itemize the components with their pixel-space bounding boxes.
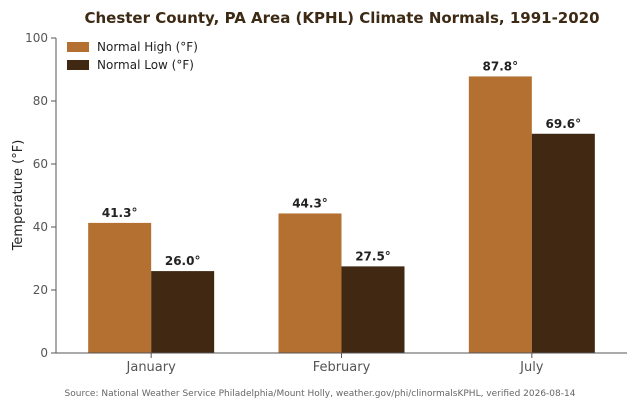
x-tick-label: July: [519, 360, 544, 375]
bar-high-february: [278, 213, 342, 353]
y-tick-label: 60: [33, 157, 48, 171]
legend-swatch: [67, 42, 89, 52]
data-label: 69.6°: [546, 117, 582, 131]
x-tick-label: February: [313, 360, 371, 375]
y-tick-label: 0: [40, 346, 48, 360]
y-tick-label: 20: [33, 283, 48, 297]
legend-swatch: [67, 60, 89, 70]
data-label: 27.5°: [355, 249, 391, 263]
y-axis-label: Temperature (°F): [11, 140, 26, 252]
bar-high-january: [88, 222, 152, 353]
bar-high-july: [468, 76, 532, 354]
y-tick-label: 40: [33, 220, 48, 234]
bar-low-january: [151, 271, 215, 353]
data-label: 87.8°: [483, 59, 519, 73]
chart-title: Chester County, PA Area (KPHL) Climate N…: [84, 9, 599, 27]
legend-label: Normal Low (°F): [97, 58, 194, 72]
y-axis-ticks: 0 20 40 60 80 100: [25, 31, 56, 360]
bar-low-february: [341, 266, 405, 353]
y-tick-label: 100: [25, 31, 48, 45]
x-axis-ticks: January February July: [126, 353, 544, 375]
x-tick-label: January: [126, 360, 177, 375]
chart-legend: Normal High (°F) Normal Low (°F): [67, 40, 198, 72]
y-tick-label: 80: [33, 94, 48, 108]
data-label: 44.3°: [292, 196, 328, 210]
data-label: 26.0°: [165, 254, 201, 268]
data-label-group: 41.3° 26.0° 44.3° 27.5° 87.8° 69.6°: [102, 59, 581, 268]
bar-group: [88, 76, 595, 354]
legend-label: Normal High (°F): [97, 40, 198, 54]
bar-low-july: [531, 133, 595, 353]
source-note: Source: National Weather Service Philade…: [65, 389, 576, 399]
data-label: 41.3°: [102, 206, 138, 220]
